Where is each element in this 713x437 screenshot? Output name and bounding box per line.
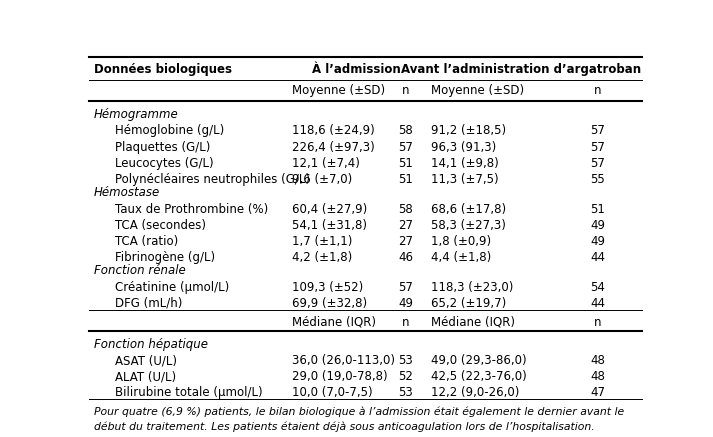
Text: 48: 48 <box>590 370 605 383</box>
Text: 58: 58 <box>399 202 413 215</box>
Text: n: n <box>594 316 601 329</box>
Text: ALAT (U/L): ALAT (U/L) <box>115 370 175 383</box>
Text: Plaquettes (G/L): Plaquettes (G/L) <box>115 141 210 153</box>
Text: À l’admission: À l’admission <box>312 63 401 76</box>
Text: 96,3 (91,3): 96,3 (91,3) <box>431 141 496 153</box>
Text: Fibrinogène (g/L): Fibrinogène (g/L) <box>115 251 215 264</box>
Text: 54,1 (±31,8): 54,1 (±31,8) <box>292 218 367 232</box>
Text: Fonction hépatique: Fonction hépatique <box>93 338 207 351</box>
Text: 51: 51 <box>399 173 414 186</box>
Text: 58: 58 <box>399 125 413 138</box>
Text: Polynécléaires neutrophiles (G/L): Polynécléaires neutrophiles (G/L) <box>115 173 309 186</box>
Text: 57: 57 <box>590 125 605 138</box>
Text: 91,2 (±18,5): 91,2 (±18,5) <box>431 125 506 138</box>
Text: 44: 44 <box>590 251 605 264</box>
Text: 14,1 (±9,8): 14,1 (±9,8) <box>431 157 498 170</box>
Text: 54: 54 <box>590 281 605 294</box>
Text: Taux de Prothrombine (%): Taux de Prothrombine (%) <box>115 202 268 215</box>
Text: TCA (secondes): TCA (secondes) <box>115 218 205 232</box>
Text: 27: 27 <box>399 235 414 248</box>
Text: 226,4 (±97,3): 226,4 (±97,3) <box>292 141 375 153</box>
Text: début du traitement. Les patients étaient déjà sous anticoagulation lors de l’ho: début du traitement. Les patients étaien… <box>93 421 595 432</box>
Text: n: n <box>594 84 601 97</box>
Text: 42,5 (22,3-76,0): 42,5 (22,3-76,0) <box>431 370 526 383</box>
Text: 1,8 (±0,9): 1,8 (±0,9) <box>431 235 491 248</box>
Text: 29,0 (19,0-78,8): 29,0 (19,0-78,8) <box>292 370 388 383</box>
Text: Pour quatre (6,9 %) patients, le bilan biologique à l’admission était également : Pour quatre (6,9 %) patients, le bilan b… <box>93 407 624 417</box>
Text: 58,3 (±27,3): 58,3 (±27,3) <box>431 218 506 232</box>
Text: 36,0 (26,0-113,0): 36,0 (26,0-113,0) <box>292 354 396 367</box>
Text: 51: 51 <box>590 202 605 215</box>
Text: 12,1 (±7,4): 12,1 (±7,4) <box>292 157 360 170</box>
Text: 53: 53 <box>399 354 413 367</box>
Text: 109,3 (±52): 109,3 (±52) <box>292 281 364 294</box>
Text: 57: 57 <box>399 141 414 153</box>
Text: DFG (mL/h): DFG (mL/h) <box>115 297 182 310</box>
Text: Médiane (IQR): Médiane (IQR) <box>431 316 515 329</box>
Text: 27: 27 <box>399 218 414 232</box>
Text: 69,9 (±32,8): 69,9 (±32,8) <box>292 297 368 310</box>
Text: 57: 57 <box>590 141 605 153</box>
Text: Hémoglobine (g/L): Hémoglobine (g/L) <box>115 125 224 138</box>
Text: 11,3 (±7,5): 11,3 (±7,5) <box>431 173 498 186</box>
Text: 57: 57 <box>590 157 605 170</box>
Text: 46: 46 <box>399 251 414 264</box>
Text: 47: 47 <box>590 386 605 399</box>
Text: 4,2 (±1,8): 4,2 (±1,8) <box>292 251 353 264</box>
Text: Leucocytes (G/L): Leucocytes (G/L) <box>115 157 213 170</box>
Text: n: n <box>402 84 409 97</box>
Text: 57: 57 <box>399 281 414 294</box>
Text: 12,2 (9,0-26,0): 12,2 (9,0-26,0) <box>431 386 519 399</box>
Text: 44: 44 <box>590 297 605 310</box>
Text: Hémostase: Hémostase <box>93 187 160 199</box>
Text: Médiane (IQR): Médiane (IQR) <box>292 316 376 329</box>
Text: 55: 55 <box>590 173 605 186</box>
Text: Avant l’administration d’argatroban: Avant l’administration d’argatroban <box>401 63 641 76</box>
Text: 118,3 (±23,0): 118,3 (±23,0) <box>431 281 513 294</box>
Text: Moyenne (±SD): Moyenne (±SD) <box>431 84 524 97</box>
Text: 9,6 (±7,0): 9,6 (±7,0) <box>292 173 353 186</box>
Text: TCA (ratio): TCA (ratio) <box>115 235 178 248</box>
Text: 49: 49 <box>399 297 414 310</box>
Text: 4,4 (±1,8): 4,4 (±1,8) <box>431 251 491 264</box>
Text: Données biologiques: Données biologiques <box>93 63 232 76</box>
Text: 52: 52 <box>399 370 414 383</box>
Text: Bilirubine totale (µmol/L): Bilirubine totale (µmol/L) <box>115 386 262 399</box>
Text: 60,4 (±27,9): 60,4 (±27,9) <box>292 202 368 215</box>
Text: ASAT (U/L): ASAT (U/L) <box>115 354 177 367</box>
Text: n: n <box>402 316 409 329</box>
Text: 51: 51 <box>399 157 414 170</box>
Text: 65,2 (±19,7): 65,2 (±19,7) <box>431 297 506 310</box>
Text: 49,0 (29,3-86,0): 49,0 (29,3-86,0) <box>431 354 526 367</box>
Text: 68,6 (±17,8): 68,6 (±17,8) <box>431 202 506 215</box>
Text: 48: 48 <box>590 354 605 367</box>
Text: 1,7 (±1,1): 1,7 (±1,1) <box>292 235 353 248</box>
Text: 10,0 (7,0-7,5): 10,0 (7,0-7,5) <box>292 386 373 399</box>
Text: 53: 53 <box>399 386 413 399</box>
Text: Créatinine (µmol/L): Créatinine (µmol/L) <box>115 281 229 294</box>
Text: Hémogramme: Hémogramme <box>93 108 178 121</box>
Text: Fonction rénale: Fonction rénale <box>93 264 185 277</box>
Text: Moyenne (±SD): Moyenne (±SD) <box>292 84 386 97</box>
Text: 118,6 (±24,9): 118,6 (±24,9) <box>292 125 375 138</box>
Text: 49: 49 <box>590 235 605 248</box>
Text: 49: 49 <box>590 218 605 232</box>
